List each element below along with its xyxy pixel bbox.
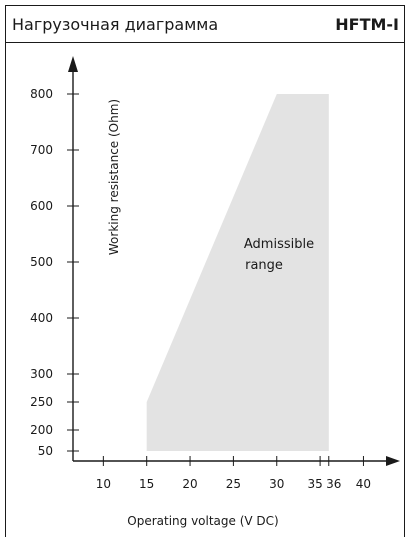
y-tick-label: 300 — [30, 367, 53, 381]
chart-title: Нагрузочная диаграмма — [12, 15, 219, 34]
y-tick-label: 200 — [30, 423, 53, 437]
x-tick-label: 35 — [307, 477, 322, 491]
y-tick-label: 400 — [30, 311, 53, 325]
x-tick-label: 20 — [182, 477, 197, 491]
x-tick-label: 10 — [96, 477, 111, 491]
model-label: HFTM-I — [335, 15, 399, 34]
y-tick-label: 700 — [30, 143, 53, 157]
x-tick-label: 15 — [139, 477, 154, 491]
x-tick-label: 36 — [326, 477, 341, 491]
x-axis-title: Operating voltage (V DC) — [127, 514, 278, 528]
x-tick-label: 25 — [226, 477, 241, 491]
x-axis-arrow — [386, 456, 400, 466]
region-label-line2: range — [245, 258, 283, 273]
region-label-line1: Admissible — [244, 237, 314, 252]
y-axis-title: Working resistance (Ohm) — [107, 99, 121, 255]
y-tick-label: 250 — [30, 395, 53, 409]
y-tick-label: 500 — [30, 255, 53, 269]
x-ticks: 10 15 20 25 30 35 36 40 — [96, 456, 371, 491]
header-divider — [5, 42, 405, 43]
y-tick-label: 600 — [30, 199, 53, 213]
y-tick-label: 50 — [38, 444, 53, 458]
chart-frame — [5, 5, 405, 537]
x-tick-label: 40 — [356, 477, 371, 491]
y-ticks: 50 200 250 300 400 500 600 700 800 — [30, 87, 79, 458]
y-axis-arrow — [68, 56, 78, 72]
y-tick-label: 800 — [30, 87, 53, 101]
admissible-range-area — [146, 94, 329, 451]
x-tick-label: 30 — [269, 477, 284, 491]
